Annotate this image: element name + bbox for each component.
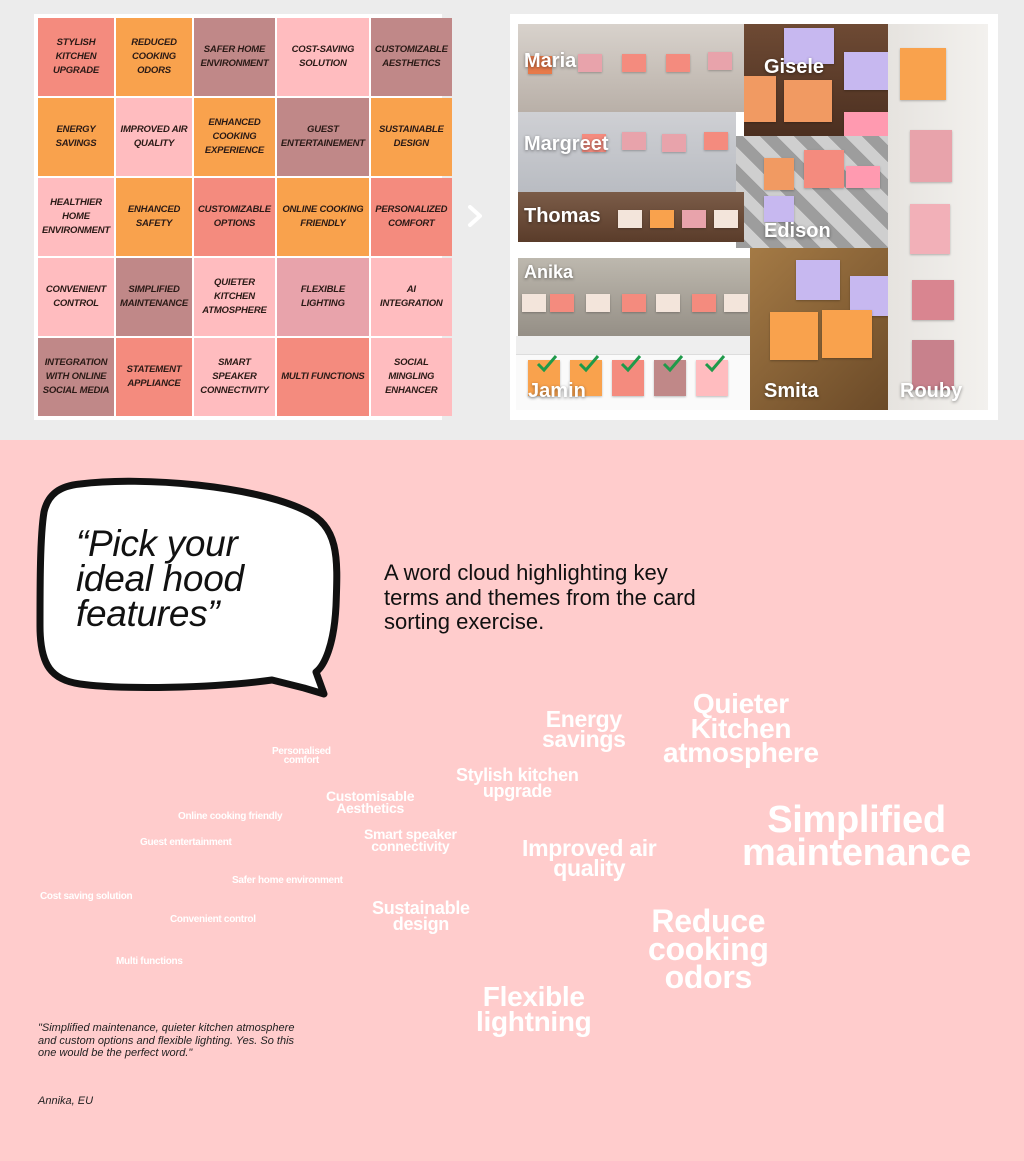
participant-maria: Maria xyxy=(524,50,577,72)
check-icon xyxy=(536,355,726,373)
participant-jamin: Jamin xyxy=(528,380,586,402)
card: Simplified maintenance xyxy=(116,258,192,336)
card: Integration with online social media xyxy=(38,338,114,416)
word-improved-air-quality: Improved air quality xyxy=(522,835,657,882)
card: Social mingling enhancer xyxy=(370,338,452,416)
card: Customizable aesthetics xyxy=(370,18,452,96)
photo-anika xyxy=(518,258,750,336)
card: Sustainable design xyxy=(370,98,452,176)
participant-anika: Anika xyxy=(524,262,574,282)
card: Flexible lighting xyxy=(276,258,369,336)
photo-margreet xyxy=(518,112,736,192)
word-stylish-kitchen-upgrade: Stylish kitchen upgrade xyxy=(456,765,579,801)
photo-thomas xyxy=(518,192,744,242)
card: Healthier home environment xyxy=(38,178,114,256)
card: Customizable options xyxy=(194,178,275,256)
word-multi-functions: Multi functions xyxy=(116,956,183,967)
word-sustainable-design: Sustainable design xyxy=(372,898,470,934)
word-customisable-aesthetics: Customisable Aesthetics xyxy=(326,788,415,817)
card: Cost-saving solution xyxy=(276,18,369,96)
quote-author: Annika, EU xyxy=(38,1095,94,1107)
card-grid-panel: Stylish kitchen upgrade Reduced cooking o… xyxy=(34,14,452,420)
card-grid: Stylish kitchen upgrade Reduced cooking o… xyxy=(38,18,452,416)
card: Multi functions xyxy=(276,338,369,416)
card: Improved air quality xyxy=(116,98,192,176)
word-online-cooking-friendly: Online cooking friendly xyxy=(178,811,283,822)
word-reduce-cooking-odors: Reduce cooking odors xyxy=(648,903,769,996)
card: Smart speaker connectivity xyxy=(194,338,275,416)
photo-gisele xyxy=(744,24,888,136)
word-simplified-maintenance: Simplified maintenance xyxy=(742,799,972,875)
participant-quote: "Simplified maintenance, quieter kitchen… xyxy=(38,1022,295,1059)
photo-maria xyxy=(518,24,744,112)
word-safer-home-environment: Safer home environment xyxy=(232,875,343,886)
word-personalised-comfort: Personalised comfort xyxy=(272,746,331,766)
photo-smita xyxy=(750,248,888,410)
card: Online cooking friendly xyxy=(276,178,369,256)
chevron-right-icon xyxy=(468,205,482,227)
word-energy-savings: Energy savings xyxy=(542,706,626,753)
word-quieter-kitchen-atmosphere: Quieter Kitchen atmosphere xyxy=(663,688,819,769)
participant-gisele: Gisele xyxy=(764,56,825,78)
card: Statement appliance xyxy=(116,338,192,416)
word-smart-speaker-connectivity: Smart speaker connectivity xyxy=(364,826,457,855)
speech-bubble xyxy=(36,477,341,698)
participant-thomas: Thomas xyxy=(524,205,601,227)
photo-rouby xyxy=(888,24,988,410)
card: Quieter kitchen atmosphere xyxy=(194,258,275,336)
word-cost-saving-solution: Cost saving solution xyxy=(40,891,133,902)
card: AI integration xyxy=(370,258,452,336)
photo-collage: Maria Gisele Margreet Thomas Edison Anik… xyxy=(510,14,998,420)
card: Enhanced cooking experience xyxy=(194,98,275,176)
photo-jamin xyxy=(516,336,750,410)
card: Convenient control xyxy=(38,258,114,336)
card: Guest entertainement xyxy=(276,98,369,176)
card: Reduced cooking odors xyxy=(116,18,192,96)
word-guest-entertainment: Guest entertainment xyxy=(140,837,232,848)
participant-margreet: Margreet xyxy=(524,133,609,155)
participant-smita: Smita xyxy=(764,380,819,402)
word-flexible-lightning: Flexible lightning xyxy=(476,981,592,1037)
participant-rouby: Rouby xyxy=(900,380,963,402)
card: Personalized comfort xyxy=(370,178,452,256)
word-convenient-control: Convenient control xyxy=(170,914,256,925)
card: Enhanced safety xyxy=(116,178,192,256)
word-cloud-description: A word cloud highlighting key terms and … xyxy=(384,560,696,634)
participant-edison: Edison xyxy=(764,220,831,242)
bubble-text: “Pick your ideal hood features” xyxy=(76,523,244,634)
photo-edison xyxy=(736,136,888,248)
card: Stylish kitchen upgrade xyxy=(38,18,114,96)
card: Safer home environment xyxy=(194,18,275,96)
card: Energy savings xyxy=(38,98,114,176)
